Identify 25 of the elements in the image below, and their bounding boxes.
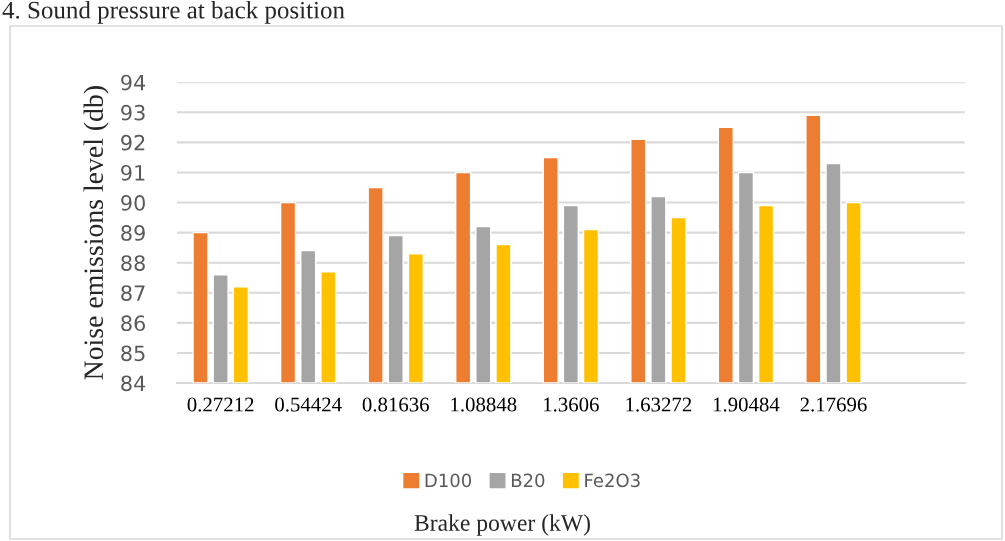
y-axis-title: Noise emissions level (db) (83, 86, 109, 380)
y-tick-label: 84 (121, 375, 146, 392)
x-tick-label: 1.3606 (544, 397, 599, 412)
y-tick-label: 87 (121, 285, 145, 301)
y-tick-label: 85 (121, 345, 145, 362)
legend-label: B20 (511, 473, 545, 488)
x-axis-title: Brake power (kW) (414, 514, 590, 536)
y-tick-label: 90 (121, 195, 145, 211)
x-tick-label: 2.17696 (800, 397, 867, 412)
chart-title: 4. Sound pressure at back position (2, 1, 345, 24)
x-tick-label: 1.90484 (713, 397, 780, 412)
legend-label: Fe2O3 (585, 473, 640, 488)
y-tick-label: 94 (121, 74, 146, 91)
y-tick-label: 88 (121, 255, 145, 271)
x-tick-label: 1.08848 (451, 397, 517, 412)
y-tick-label: 92 (121, 134, 145, 151)
legend-label: D100 (425, 473, 472, 488)
y-tick-label: 93 (121, 104, 145, 121)
x-tick-label: 0.54424 (275, 397, 342, 412)
x-tick-label: 0.27212 (187, 397, 254, 412)
y-tick-label: 86 (121, 315, 146, 332)
y-tick-label: 91 (121, 164, 145, 181)
x-tick-label: 1.63272 (626, 397, 692, 412)
x-tick-label: 0.81636 (362, 397, 429, 412)
y-tick-label: 89 (121, 225, 145, 241)
